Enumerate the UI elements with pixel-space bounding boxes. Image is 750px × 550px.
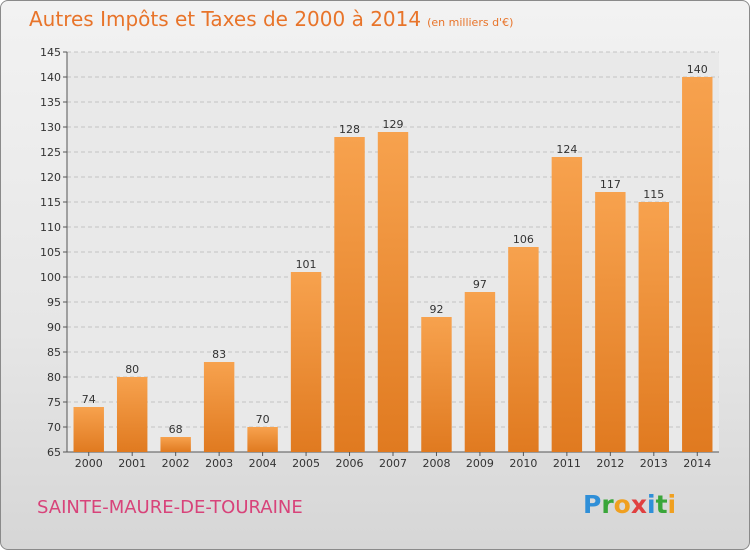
chart-title: Autres Impôts et Taxes de 2000 à 2014 (en… bbox=[29, 7, 513, 31]
y-tick-label: 70 bbox=[47, 421, 61, 434]
y-tick-label: 115 bbox=[40, 196, 61, 209]
data-label: 70 bbox=[256, 413, 270, 426]
y-tick-label: 145 bbox=[40, 46, 61, 59]
logo-letter: t bbox=[655, 490, 668, 519]
y-tick-label: 120 bbox=[40, 171, 61, 184]
x-tick-label: 2012 bbox=[596, 457, 624, 470]
x-tick-label: 2001 bbox=[118, 457, 146, 470]
bar bbox=[638, 202, 670, 452]
x-tick-label: 2009 bbox=[466, 457, 494, 470]
bar bbox=[73, 407, 104, 452]
x-tick-label: 2010 bbox=[509, 457, 537, 470]
x-tick-label: 2004 bbox=[249, 457, 277, 470]
bar bbox=[116, 377, 148, 452]
x-tick-label: 2006 bbox=[336, 457, 364, 470]
bar bbox=[595, 192, 626, 452]
bar bbox=[203, 362, 235, 452]
x-tick-label: 2008 bbox=[422, 457, 450, 470]
bar bbox=[247, 427, 278, 452]
y-tick-label: 75 bbox=[47, 396, 61, 409]
bar bbox=[421, 317, 452, 452]
bar bbox=[290, 272, 322, 452]
data-label: 124 bbox=[556, 143, 577, 156]
x-tick-label: 2003 bbox=[205, 457, 233, 470]
y-tick-label: 125 bbox=[40, 146, 61, 159]
x-tick-label: 2013 bbox=[640, 457, 668, 470]
y-tick-label: 110 bbox=[40, 221, 61, 234]
y-tick-label: 105 bbox=[40, 246, 61, 259]
data-label: 115 bbox=[643, 188, 664, 201]
logo-letter: o bbox=[613, 490, 631, 519]
y-tick-label: 80 bbox=[47, 371, 61, 384]
logo-letter: i bbox=[647, 490, 656, 519]
y-tick-label: 95 bbox=[47, 296, 61, 309]
logo-letter: i bbox=[667, 490, 677, 519]
x-tick-label: 2011 bbox=[553, 457, 581, 470]
bar bbox=[160, 437, 191, 452]
data-label: 74 bbox=[82, 393, 96, 406]
data-label: 117 bbox=[600, 178, 621, 191]
x-tick-label: 2005 bbox=[292, 457, 320, 470]
y-tick-label: 130 bbox=[40, 121, 61, 134]
x-tick-label: 2007 bbox=[379, 457, 407, 470]
data-label: 140 bbox=[687, 63, 708, 76]
proxiti-logo: Proxiti bbox=[583, 490, 676, 519]
bar bbox=[377, 132, 409, 452]
data-label: 101 bbox=[296, 258, 317, 271]
x-tick-label: 2002 bbox=[162, 457, 190, 470]
y-tick-label: 100 bbox=[40, 271, 61, 284]
data-label: 128 bbox=[339, 123, 360, 136]
data-label: 80 bbox=[125, 363, 139, 376]
bar bbox=[551, 157, 583, 452]
bar bbox=[508, 247, 539, 452]
y-tick-label: 65 bbox=[47, 446, 61, 459]
logo-letter: r bbox=[601, 490, 614, 519]
logo-letter: P bbox=[583, 490, 602, 519]
data-label: 68 bbox=[169, 423, 183, 436]
y-tick-label: 85 bbox=[47, 346, 61, 359]
bar bbox=[682, 77, 713, 452]
bar bbox=[464, 292, 496, 452]
logo-letter: x bbox=[630, 490, 647, 519]
data-label: 83 bbox=[212, 348, 226, 361]
y-tick-label: 90 bbox=[47, 321, 61, 334]
bar bbox=[334, 137, 365, 452]
data-label: 92 bbox=[429, 303, 443, 316]
x-tick-label: 2000 bbox=[75, 457, 103, 470]
data-label: 106 bbox=[513, 233, 534, 246]
unit-note: (en milliers d'€) bbox=[427, 16, 514, 29]
x-tick-label: 2014 bbox=[683, 457, 711, 470]
y-tick-label: 140 bbox=[40, 71, 61, 84]
data-label: 129 bbox=[383, 118, 404, 131]
title-text: Autres Impôts et Taxes de 2000 à 2014 bbox=[29, 7, 422, 31]
town-name: SAINTE-MAURE-DE-TOURAINE bbox=[37, 497, 303, 518]
data-label: 97 bbox=[473, 278, 487, 291]
y-tick-label: 135 bbox=[40, 96, 61, 109]
